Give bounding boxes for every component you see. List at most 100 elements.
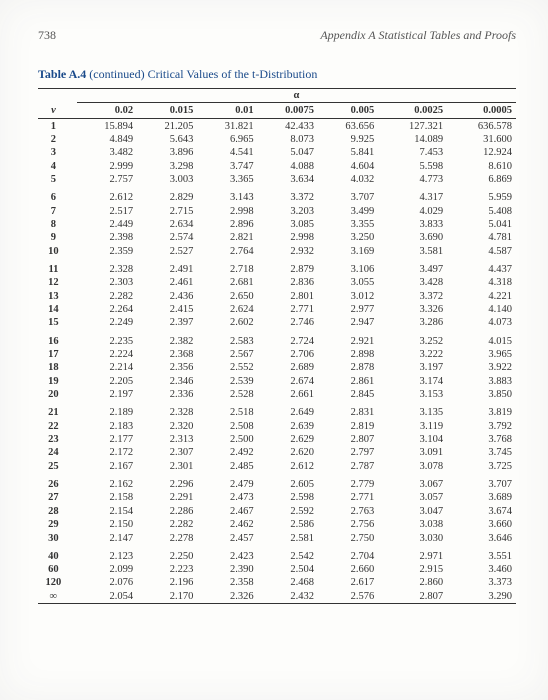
- table-continued: (continued): [89, 67, 144, 81]
- value-cell: 3.326: [378, 303, 447, 316]
- value-cell: 2.432: [258, 590, 318, 604]
- value-cell: 2.746: [258, 316, 318, 334]
- value-cell: 12.924: [447, 146, 516, 159]
- value-cell: 8.073: [258, 133, 318, 146]
- value-cell: 2.291: [137, 491, 197, 504]
- value-cell: 2.296: [137, 478, 197, 491]
- df-cell: 6: [38, 191, 77, 204]
- value-cell: 3.768: [447, 433, 516, 446]
- value-cell: 2.576: [318, 590, 378, 604]
- value-cell: 2.896: [197, 218, 257, 231]
- value-cell: 3.104: [378, 433, 447, 446]
- value-cell: 4.318: [447, 276, 516, 289]
- df-cell: 13: [38, 290, 77, 303]
- value-cell: 2.359: [77, 245, 137, 263]
- alpha-col-header: 0.0075: [258, 103, 318, 119]
- value-cell: 2.320: [137, 420, 197, 433]
- value-cell: 2.831: [318, 406, 378, 419]
- value-cell: 3.883: [447, 375, 516, 388]
- value-cell: 4.781: [447, 231, 516, 244]
- value-cell: 9.925: [318, 133, 378, 146]
- value-cell: 5.643: [137, 133, 197, 146]
- value-cell: 3.482: [77, 146, 137, 159]
- table-row: 262.1622.2962.4792.6052.7793.0673.707: [38, 478, 516, 491]
- value-cell: 3.222: [378, 348, 447, 361]
- value-cell: 6.965: [197, 133, 257, 146]
- value-cell: 2.528: [197, 388, 257, 406]
- value-cell: 2.150: [77, 518, 137, 531]
- table-row: 24.8495.6436.9658.0739.92514.08931.600: [38, 133, 516, 146]
- value-cell: 2.336: [137, 388, 197, 406]
- value-cell: 2.879: [258, 263, 318, 276]
- value-cell: 2.189: [77, 406, 137, 419]
- value-cell: 2.461: [137, 276, 197, 289]
- df-cell: 1: [38, 119, 77, 133]
- value-cell: 2.757: [77, 173, 137, 191]
- value-cell: 7.453: [378, 146, 447, 159]
- value-cell: 4.437: [447, 263, 516, 276]
- df-cell: 22: [38, 420, 77, 433]
- value-cell: 3.792: [447, 420, 516, 433]
- value-cell: 5.841: [318, 146, 378, 159]
- value-cell: 3.174: [378, 375, 447, 388]
- value-cell: 3.646: [447, 531, 516, 549]
- value-cell: 21.205: [137, 119, 197, 133]
- table-row: 292.1502.2822.4622.5862.7563.0383.660: [38, 518, 516, 531]
- df-cell: 18: [38, 361, 77, 374]
- value-cell: 3.057: [378, 491, 447, 504]
- value-cell: 2.286: [137, 505, 197, 518]
- df-cell: 14: [38, 303, 77, 316]
- value-cell: 2.491: [137, 263, 197, 276]
- value-cell: 2.518: [197, 406, 257, 419]
- value-cell: 3.038: [378, 518, 447, 531]
- value-cell: 2.821: [197, 231, 257, 244]
- value-cell: 2.998: [258, 231, 318, 244]
- value-cell: 3.428: [378, 276, 447, 289]
- value-cell: 2.214: [77, 361, 137, 374]
- table-row: 202.1972.3362.5282.6612.8453.1533.850: [38, 388, 516, 406]
- value-cell: 3.169: [318, 245, 378, 263]
- value-cell: 2.172: [77, 446, 137, 459]
- value-cell: 2.467: [197, 505, 257, 518]
- table-row: 102.3592.5272.7642.9323.1693.5814.587: [38, 245, 516, 263]
- value-cell: 2.307: [137, 446, 197, 459]
- df-cell: 17: [38, 348, 77, 361]
- df-header: v: [38, 103, 77, 119]
- table-row: 1202.0762.1962.3582.4682.6172.8603.373: [38, 576, 516, 589]
- value-cell: 2.397: [137, 316, 197, 334]
- value-cell: 6.869: [447, 173, 516, 191]
- alpha-col-header: 0.005: [318, 103, 378, 119]
- value-cell: 2.574: [137, 231, 197, 244]
- df-cell: 60: [38, 563, 77, 576]
- value-cell: 2.382: [137, 334, 197, 347]
- value-cell: 3.135: [378, 406, 447, 419]
- value-cell: 15.894: [77, 119, 137, 133]
- value-cell: 2.649: [258, 406, 318, 419]
- table-row: 82.4492.6342.8963.0853.3553.8335.041: [38, 218, 516, 231]
- df-cell: 27: [38, 491, 77, 504]
- value-cell: 4.088: [258, 160, 318, 173]
- table-row: 222.1832.3202.5082.6392.8193.1193.792: [38, 420, 516, 433]
- value-cell: 2.415: [137, 303, 197, 316]
- value-cell: 2.819: [318, 420, 378, 433]
- value-cell: 2.162: [77, 478, 137, 491]
- df-cell: 8: [38, 218, 77, 231]
- table-row: 252.1672.3012.4852.6122.7873.0783.725: [38, 460, 516, 478]
- value-cell: 2.170: [137, 590, 197, 604]
- table-row: 132.2822.4362.6502.8013.0123.3724.221: [38, 290, 516, 303]
- appendix-title: Appendix A Statistical Tables and Proofs: [320, 28, 516, 43]
- value-cell: 3.085: [258, 218, 318, 231]
- value-cell: 4.773: [378, 173, 447, 191]
- value-cell: 2.617: [318, 576, 378, 589]
- value-cell: 2.527: [137, 245, 197, 263]
- value-cell: 2.612: [77, 191, 137, 204]
- value-cell: 4.032: [318, 173, 378, 191]
- value-cell: 3.460: [447, 563, 516, 576]
- value-cell: 3.106: [318, 263, 378, 276]
- value-cell: 2.436: [137, 290, 197, 303]
- alpha-symbol: α: [293, 90, 299, 101]
- df-cell: 120: [38, 576, 77, 589]
- value-cell: 2.264: [77, 303, 137, 316]
- value-cell: 3.690: [378, 231, 447, 244]
- value-cell: 63.656: [318, 119, 378, 133]
